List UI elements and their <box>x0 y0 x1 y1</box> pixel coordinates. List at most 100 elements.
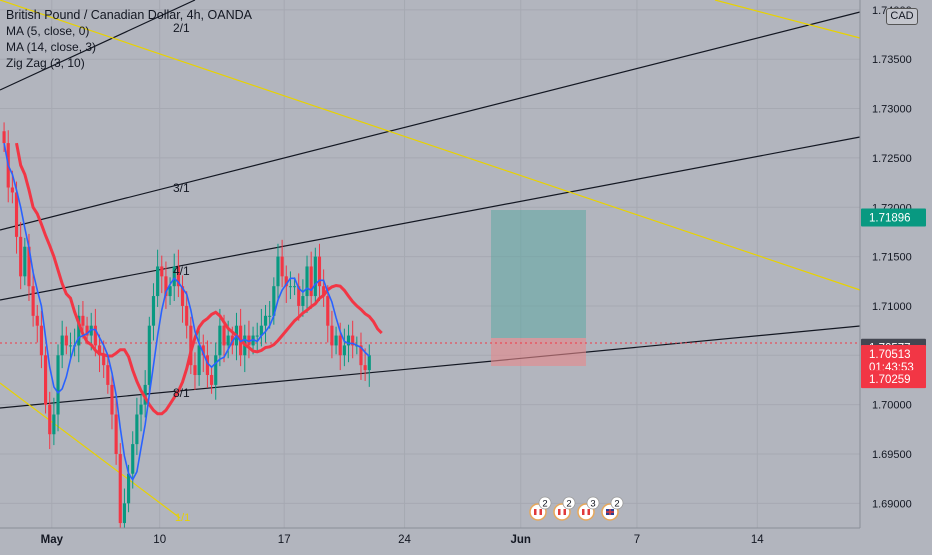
price-label-bg <box>861 370 926 389</box>
event-count-text: 2 <box>542 499 547 510</box>
candle-body <box>151 296 156 326</box>
time-axis[interactable] <box>0 528 932 550</box>
event-count-text: 2 <box>566 499 571 510</box>
candle-body <box>77 315 81 346</box>
candle-body <box>23 246 27 277</box>
price-label-text: 1.71896 <box>869 213 911 225</box>
candle-body <box>139 404 143 415</box>
candle-body <box>251 335 255 346</box>
trendline-black-upper[interactable] <box>0 11 861 231</box>
candle-body <box>122 503 126 524</box>
candle-body <box>39 325 43 356</box>
candle-body <box>164 276 168 297</box>
candle-body <box>44 355 48 405</box>
fan-label-4-1: 4/1 <box>173 264 190 278</box>
candle-body <box>64 335 68 346</box>
time-tick-label: 24 <box>398 534 411 546</box>
price-tick-label: 1.72500 <box>872 153 912 165</box>
price-tick-label: 1.73000 <box>872 104 912 116</box>
price-label-take-profit: 1.71896 <box>861 208 926 227</box>
ma-5-line <box>3 142 370 482</box>
canada-flag-center <box>560 509 564 515</box>
candle-body <box>338 335 342 356</box>
candle-body <box>210 375 214 385</box>
candle-body <box>272 286 276 316</box>
candle-body <box>263 315 268 326</box>
time-tick-label: 7 <box>634 534 640 546</box>
trendline-black-middle[interactable] <box>0 136 861 301</box>
candle-body <box>110 384 114 415</box>
candle-body <box>31 286 35 316</box>
candle-body <box>259 325 263 336</box>
candle-body <box>322 286 326 297</box>
trendline-black-top[interactable] <box>0 0 196 91</box>
price-label-text: 1.70259 <box>869 374 911 386</box>
candle-body <box>193 365 197 376</box>
candle-body <box>135 414 139 445</box>
candle-body <box>284 276 288 287</box>
candle-body <box>226 335 230 346</box>
trendline-yellow-top[interactable] <box>714 0 861 39</box>
fan-label-2-1: 2/1 <box>173 21 190 35</box>
candle-body <box>309 266 313 297</box>
event-marker[interactable]: 3 <box>577 496 600 521</box>
candle-body <box>127 473 131 504</box>
candle-body <box>114 414 118 454</box>
indicator-ma-14[interactable]: MA (14, close, 3) <box>6 40 97 54</box>
event-count-badge <box>562 496 576 510</box>
price-axis[interactable] <box>860 0 932 528</box>
candle-body <box>14 192 19 237</box>
price-tick-label: 1.71500 <box>872 252 912 264</box>
trendline-yellow-long[interactable] <box>0 0 861 291</box>
canada-flag-center <box>584 509 588 515</box>
trendline-yellow-bottom[interactable] <box>0 382 181 519</box>
candle-body <box>276 256 280 287</box>
candle-body <box>189 325 193 366</box>
candle-body <box>297 286 301 306</box>
candle-body <box>35 315 39 326</box>
economic-events[interactable]: 2 2 3 2 <box>529 496 624 521</box>
event-count-badge <box>610 496 624 510</box>
candle-body <box>118 453 122 524</box>
take-profit-zone[interactable] <box>491 210 586 338</box>
event-count-badge <box>586 496 600 510</box>
candle-body <box>81 315 85 326</box>
candle-body <box>27 246 31 287</box>
event-marker[interactable]: 2 <box>553 496 576 521</box>
candle-body <box>218 325 222 356</box>
candle-body <box>52 414 56 435</box>
symbol-title[interactable]: British Pound / Canadian Dollar, 4h, OAN… <box>6 8 252 22</box>
currency-button[interactable]: CAD <box>886 8 918 25</box>
candle-body <box>172 266 176 287</box>
candle-body <box>342 345 346 356</box>
indicator-ma-5[interactable]: MA (5, close, 0) <box>6 24 90 38</box>
candle-body <box>2 131 6 144</box>
candle-body <box>106 365 110 385</box>
indicator-zigzag[interactable]: Zig Zag (3, 10) <box>6 56 85 70</box>
candle-body <box>48 404 52 435</box>
fan-label-3-1: 3/1 <box>173 181 190 195</box>
fan-labels: 2/1 3/1 4/1 8/1 1/1 <box>173 21 190 524</box>
candle-body <box>60 335 64 356</box>
price-tick-label: 1.71000 <box>872 301 912 313</box>
fan-label-8-1: 8/1 <box>173 386 190 400</box>
candle-body <box>180 286 185 306</box>
event-marker[interactable]: 2 <box>529 496 552 521</box>
candle-body <box>68 345 73 347</box>
candle-body <box>160 266 164 277</box>
stop-loss-zone[interactable] <box>491 338 586 366</box>
event-marker[interactable]: 2 <box>601 496 624 521</box>
candle-body <box>305 266 309 297</box>
candle-body <box>346 335 351 346</box>
candle-body <box>197 345 201 376</box>
candle-body <box>93 325 97 346</box>
candle-body <box>205 355 209 376</box>
time-tick-label: 17 <box>278 534 291 546</box>
candle-body <box>97 345 102 356</box>
candle-body <box>168 286 172 297</box>
candle-body <box>247 335 251 346</box>
